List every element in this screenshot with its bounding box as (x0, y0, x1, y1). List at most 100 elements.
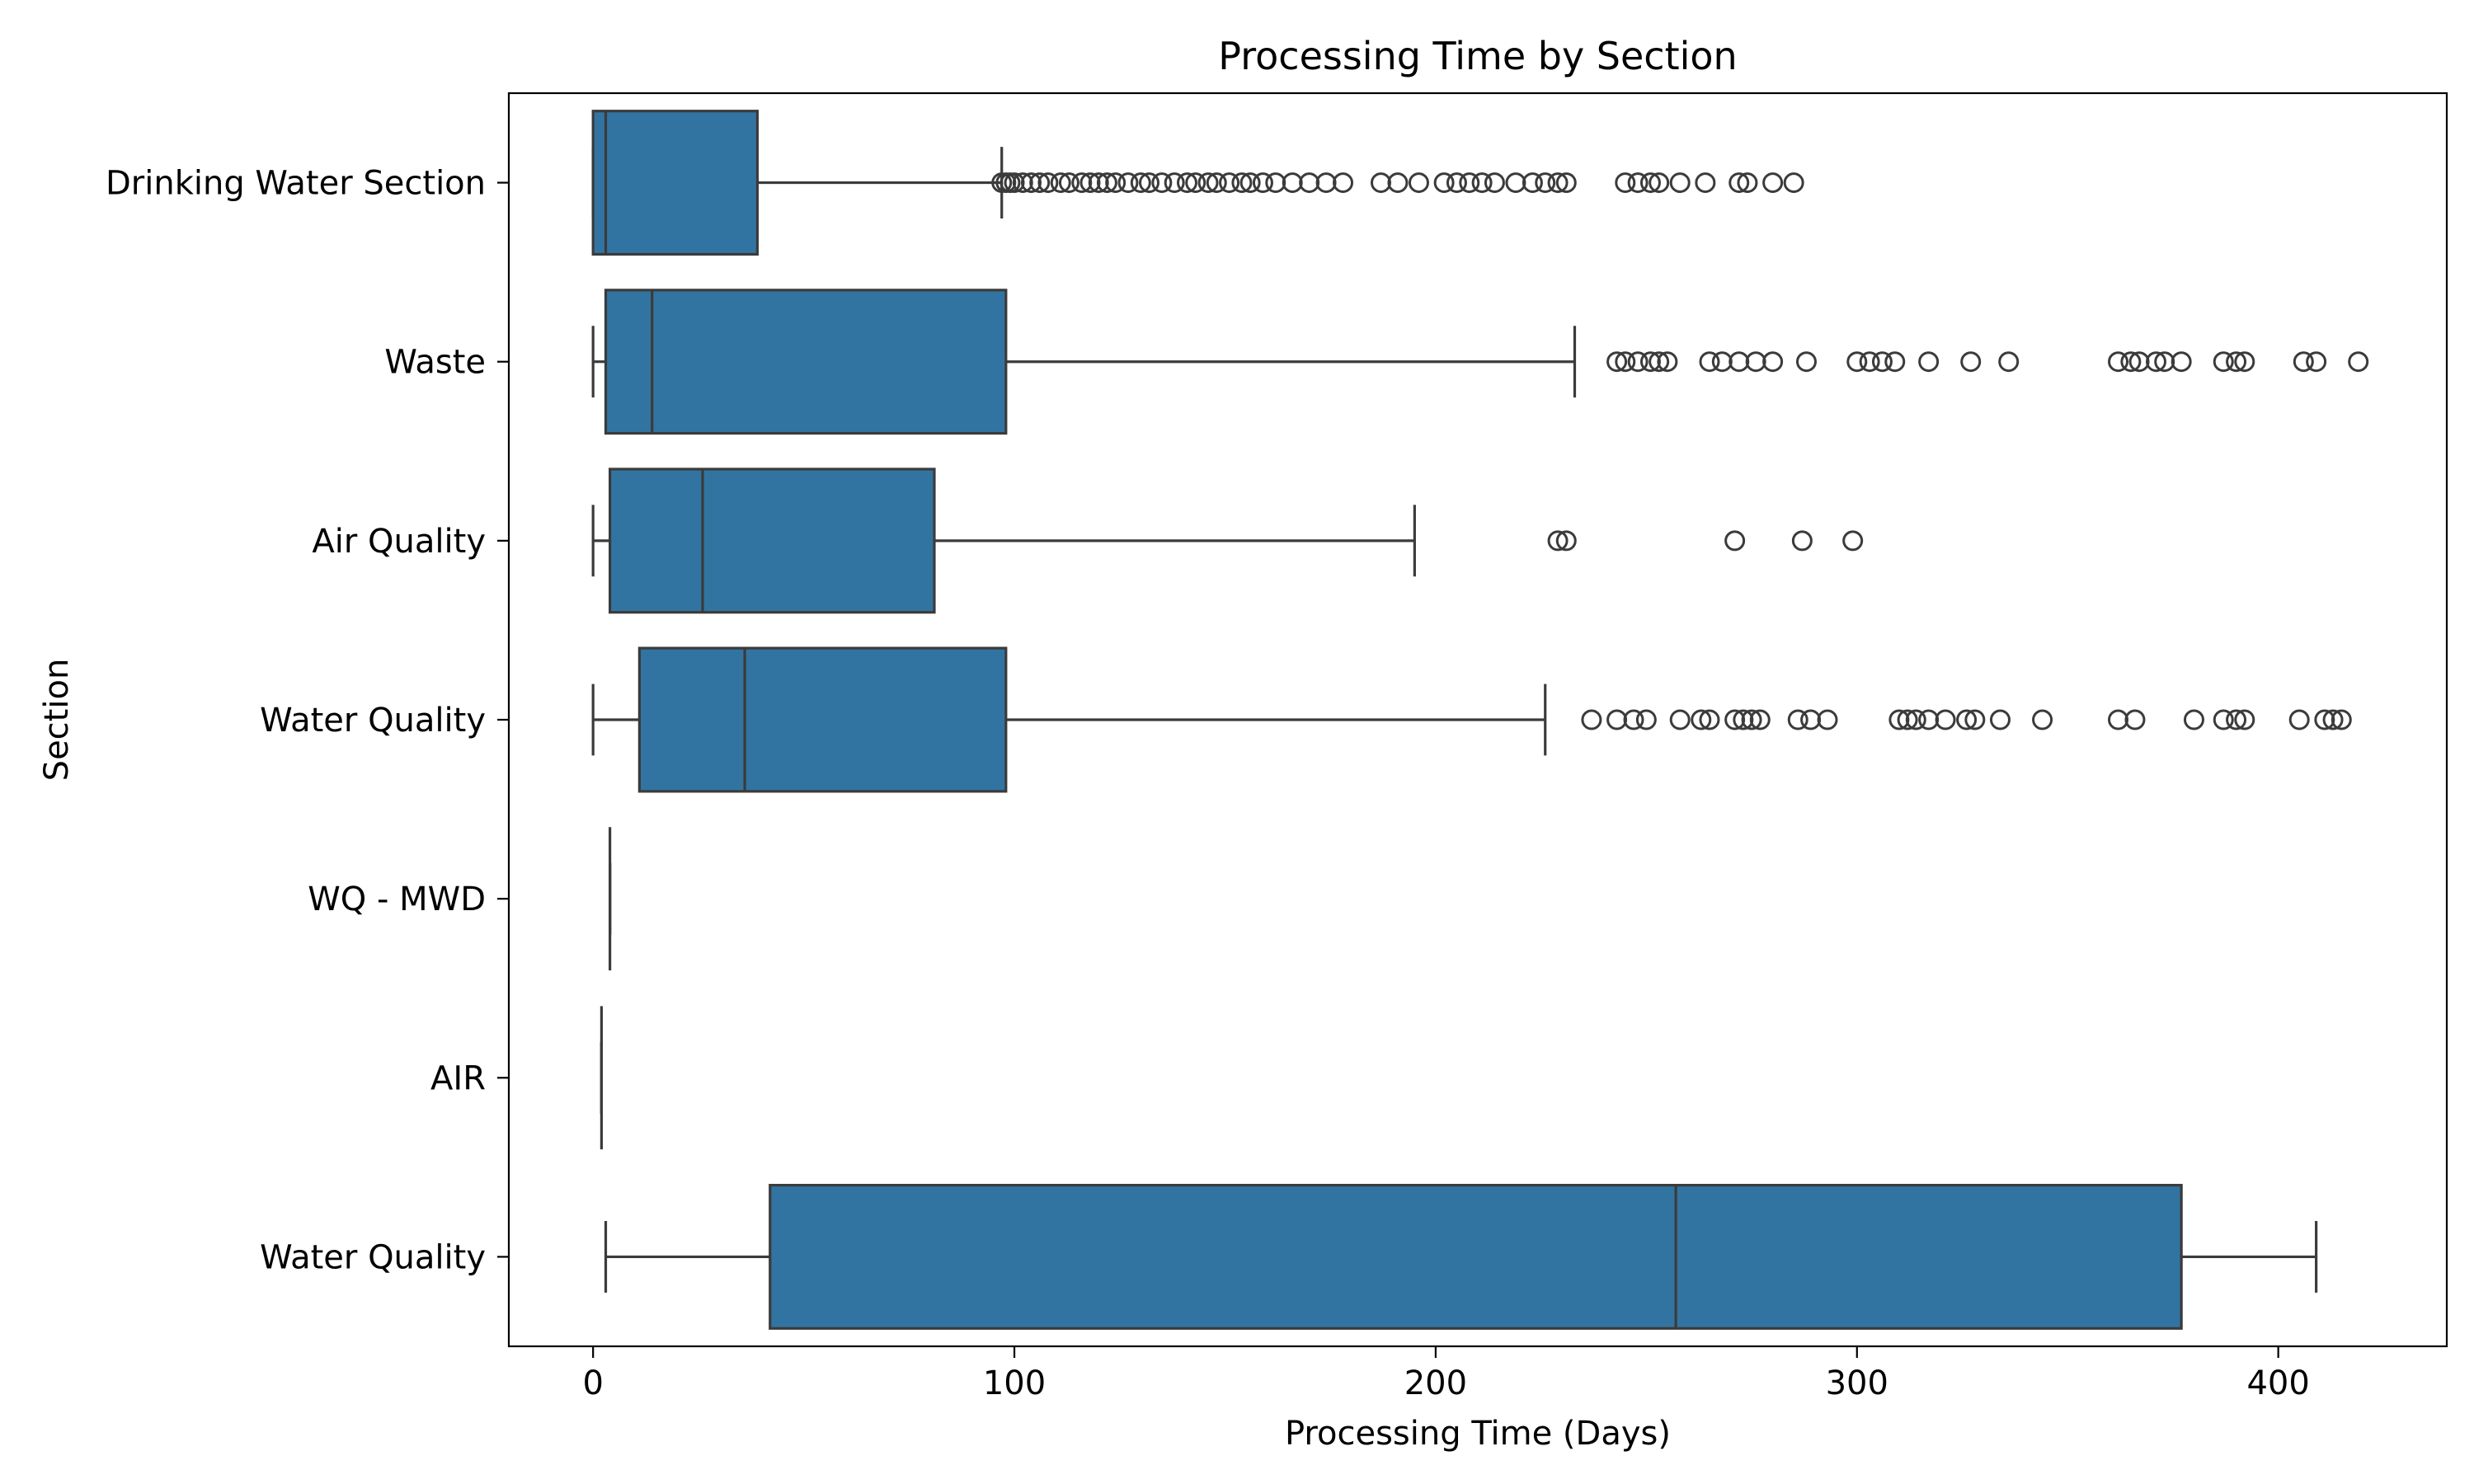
outlier-point (1787, 709, 1808, 730)
outlier-point (1004, 172, 1025, 194)
outlier-point (1859, 351, 1880, 373)
outlier-point (1282, 172, 1303, 194)
iqr-box (769, 1183, 2183, 1330)
outlier-point (1729, 172, 1750, 194)
y-tick-label: Water Quality (260, 702, 486, 740)
outlier-point (1800, 709, 1822, 730)
iqr-box (637, 646, 1008, 793)
outlier-point (2314, 709, 2335, 730)
outlier-point (1459, 172, 1480, 194)
boxes-layer (591, 110, 2369, 1330)
chart-title: Processing Time by Section (1218, 34, 1737, 78)
outlier-point (1657, 351, 1678, 373)
y-axis: Drinking Water Section Waste Air Quality Wa… (106, 165, 509, 1276)
outlier-point (1105, 172, 1126, 194)
outlier-point (1669, 709, 1691, 730)
outlier-point (2306, 351, 2327, 373)
outlier-point (1918, 709, 1940, 730)
outlier-point (1012, 172, 1033, 194)
outlier-point (1555, 530, 1577, 552)
outlier-point (1960, 351, 1982, 373)
y-axis-label: Section (38, 659, 76, 782)
outlier-point (1299, 172, 1320, 194)
outlier-point (1265, 172, 1286, 194)
outlier-point (1606, 351, 1628, 373)
x-tick-label: 200 (1404, 1364, 1467, 1402)
outlier-point (1964, 709, 1986, 730)
iqr-box (604, 289, 1008, 435)
x-tick-label: 100 (983, 1364, 1046, 1402)
outlier-point (1749, 709, 1771, 730)
x-tick-label: 400 (2246, 1364, 2309, 1402)
outlier-point (1669, 172, 1691, 194)
outlier-point (2234, 351, 2255, 373)
outlier-point (1029, 172, 1051, 194)
outlier-point (1117, 172, 1139, 194)
outlier-point (1846, 351, 1868, 373)
outlier-point (1606, 709, 1628, 730)
outlier-point (2128, 351, 2150, 373)
outlier-point (1762, 172, 1784, 194)
outlier-point (1639, 172, 1661, 194)
outlier-point (1206, 172, 1227, 194)
outlier-point (1897, 709, 1918, 730)
outlier-point (1762, 351, 1784, 373)
outlier-point (1139, 172, 1160, 194)
outlier-point (1711, 351, 1733, 373)
outlier-point (1387, 172, 1409, 194)
box-group (591, 289, 2369, 435)
outlier-point (1096, 172, 1117, 194)
box-group (591, 467, 1864, 614)
outlier-point (1956, 709, 1978, 730)
outlier-point (2108, 709, 2129, 730)
outlier-point (1037, 172, 1059, 194)
outlier-point (1555, 172, 1577, 194)
outlier-point (1745, 351, 1766, 373)
outlier-point (1737, 172, 1758, 194)
outlier-point (1615, 351, 1636, 373)
x-tick-label: 300 (1826, 1364, 1888, 1402)
outlier-point (1408, 172, 1429, 194)
box-group (591, 110, 1804, 256)
y-tick-label: Water Quality (260, 1238, 486, 1276)
outlier-point (1433, 172, 1455, 194)
outlier-point (2183, 709, 2204, 730)
outlier-point (1733, 709, 1754, 730)
outlier-point (1522, 172, 1543, 194)
outlier-point (1989, 709, 2011, 730)
outlier-point (1130, 172, 1151, 194)
outlier-point (2120, 351, 2142, 373)
outlier-point (1581, 709, 1602, 730)
outlier-point (1371, 172, 1391, 194)
outlier-point (1088, 172, 1109, 194)
outlier-point (1239, 172, 1261, 194)
outlier-point (1695, 172, 1716, 194)
iqr-box (609, 467, 936, 614)
outlier-point (1871, 351, 1893, 373)
outlier-point (1505, 172, 1526, 194)
outlier-point (2124, 709, 2146, 730)
outlier-point (1197, 172, 1219, 194)
x-tick-label: 0 (582, 1364, 603, 1402)
outlier-point (1020, 172, 1042, 194)
outlier-point (2226, 351, 2247, 373)
outlier-point (1791, 530, 1813, 552)
outlier-point (1724, 709, 1746, 730)
outlier-point (2171, 351, 2192, 373)
outlier-point (1079, 172, 1101, 194)
outlier-point (1615, 172, 1636, 194)
outlier-point (2348, 351, 2369, 373)
outlier-point (1446, 172, 1467, 194)
outlier-point (1547, 530, 1569, 552)
outlier-point (1151, 172, 1173, 194)
y-tick-label: Waste (384, 344, 486, 382)
outlier-point (2331, 709, 2352, 730)
outlier-point (2154, 351, 2175, 373)
outlier-point (1783, 172, 1804, 194)
outlier-point (1884, 351, 1906, 373)
outlier-point (2108, 351, 2129, 373)
outlier-point (2322, 709, 2344, 730)
outlier-point (2293, 351, 2314, 373)
outlier-point (1905, 709, 1926, 730)
outlier-point (1649, 351, 1670, 373)
